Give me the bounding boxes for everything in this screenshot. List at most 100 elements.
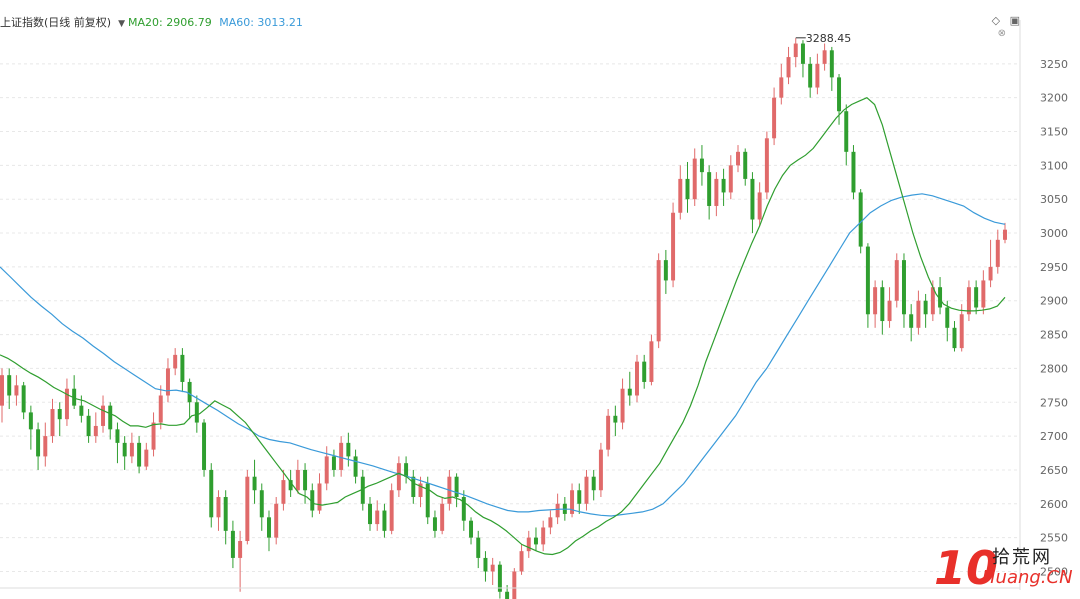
legend-ma20: MA20: 2906.79 — [128, 16, 212, 29]
candle-body — [837, 77, 842, 112]
candle-body — [28, 412, 33, 430]
y-tick-label: 2550 — [1040, 532, 1068, 545]
candle-body — [310, 490, 315, 511]
candle-body — [1003, 229, 1007, 240]
candle-body — [14, 385, 19, 396]
candle-body — [728, 165, 733, 193]
candle-body — [194, 402, 199, 423]
y-tick-label: 2750 — [1040, 396, 1068, 409]
candle-body — [295, 469, 300, 491]
candle-body — [57, 409, 62, 420]
candle-body — [548, 517, 553, 528]
candle-body — [656, 260, 661, 342]
legend-ma60: MA60: 3013.21 — [219, 16, 303, 29]
candle-body — [230, 530, 235, 558]
candle-body — [974, 287, 979, 308]
candle-body — [591, 476, 596, 491]
candle-body — [476, 537, 481, 558]
candle-body — [50, 409, 55, 437]
candle-body — [303, 469, 308, 491]
candle-body — [793, 43, 798, 58]
candle-body — [772, 97, 777, 139]
candle-body — [281, 480, 286, 504]
candle-body — [238, 541, 243, 558]
candle-body — [505, 591, 510, 599]
candle-body — [952, 327, 957, 349]
candle-body — [714, 178, 719, 206]
candle-body — [671, 212, 676, 281]
candle-body — [389, 490, 394, 531]
candle-body — [418, 483, 423, 498]
candle-body — [909, 314, 914, 328]
candle-body — [945, 307, 950, 328]
candle-body — [916, 300, 921, 328]
y-tick-label: 3150 — [1040, 126, 1068, 139]
candle-body — [627, 388, 632, 396]
candle-body — [851, 151, 856, 193]
candle-body — [86, 415, 91, 437]
candle-body — [432, 517, 437, 531]
candle-body — [707, 172, 712, 206]
candle-body — [887, 300, 892, 322]
candle-body — [541, 527, 546, 545]
candle-body — [7, 375, 12, 396]
candle-body — [115, 429, 120, 443]
candle-body — [382, 510, 387, 531]
candle-body — [923, 300, 928, 315]
close-icon[interactable]: ⊗ — [997, 28, 1006, 39]
candle-body — [570, 490, 575, 514]
y-tick-label: 3100 — [1040, 159, 1068, 172]
collapse-triangle-icon[interactable]: ▼ — [118, 19, 126, 29]
candle-body — [663, 260, 668, 281]
candle-body — [454, 476, 459, 498]
panel-icon[interactable]: ▣ — [1009, 14, 1020, 27]
chart-legend: 上证指数(日线 前复权) ▼ MA20: 2906.79 MA60: 3013.21 — [0, 14, 307, 30]
candle-body — [736, 151, 740, 166]
candle-body — [267, 517, 271, 538]
candle-body — [274, 503, 279, 538]
candle-body — [584, 476, 589, 504]
candle-body — [512, 571, 517, 599]
candle-body — [288, 480, 293, 491]
legend-title: 上证指数(日线 前复权) — [0, 16, 112, 29]
candle-body — [461, 497, 466, 521]
diamond-icon[interactable]: ◇ — [991, 14, 1001, 27]
candle-body — [577, 490, 582, 504]
y-tick-label: 2800 — [1040, 362, 1068, 375]
candle-body — [137, 442, 142, 467]
candle-body — [425, 483, 430, 518]
candle-body — [800, 43, 805, 64]
candle-body — [108, 405, 113, 430]
candle-body — [533, 537, 538, 545]
candles — [0, 38, 1007, 599]
candle-body — [64, 388, 69, 420]
candle-body — [331, 456, 336, 470]
candle-body — [101, 405, 106, 426]
grid — [0, 63, 1020, 572]
candle-body — [692, 158, 697, 200]
candle-body — [678, 178, 683, 213]
candle-body — [699, 158, 704, 173]
candle-body — [685, 178, 690, 200]
candle-body — [613, 415, 618, 423]
candle-body — [598, 449, 603, 491]
candle-body — [829, 50, 834, 78]
candle-body — [165, 368, 170, 396]
candle-body — [779, 77, 784, 98]
candle-body — [404, 463, 409, 477]
watermark-en: Huang.CN — [982, 567, 1073, 588]
candle-body — [880, 287, 885, 322]
candle-body — [469, 520, 474, 538]
y-tick-label: 3250 — [1040, 58, 1068, 71]
candle-body — [930, 287, 935, 315]
candle-body — [223, 497, 228, 531]
candle-body — [144, 449, 149, 467]
y-tick-label: 2600 — [1040, 498, 1068, 511]
candle-body — [526, 537, 531, 552]
watermark-cn: 拾荒网 — [992, 547, 1052, 568]
candle-body — [757, 192, 762, 220]
candle-body — [490, 564, 495, 572]
y-axis: 2500 2550 2600 2650 2700 2750 2800 2850 2900 2950… — [0, 20, 1068, 590]
candle-body — [209, 469, 214, 518]
candle-body — [966, 287, 971, 315]
